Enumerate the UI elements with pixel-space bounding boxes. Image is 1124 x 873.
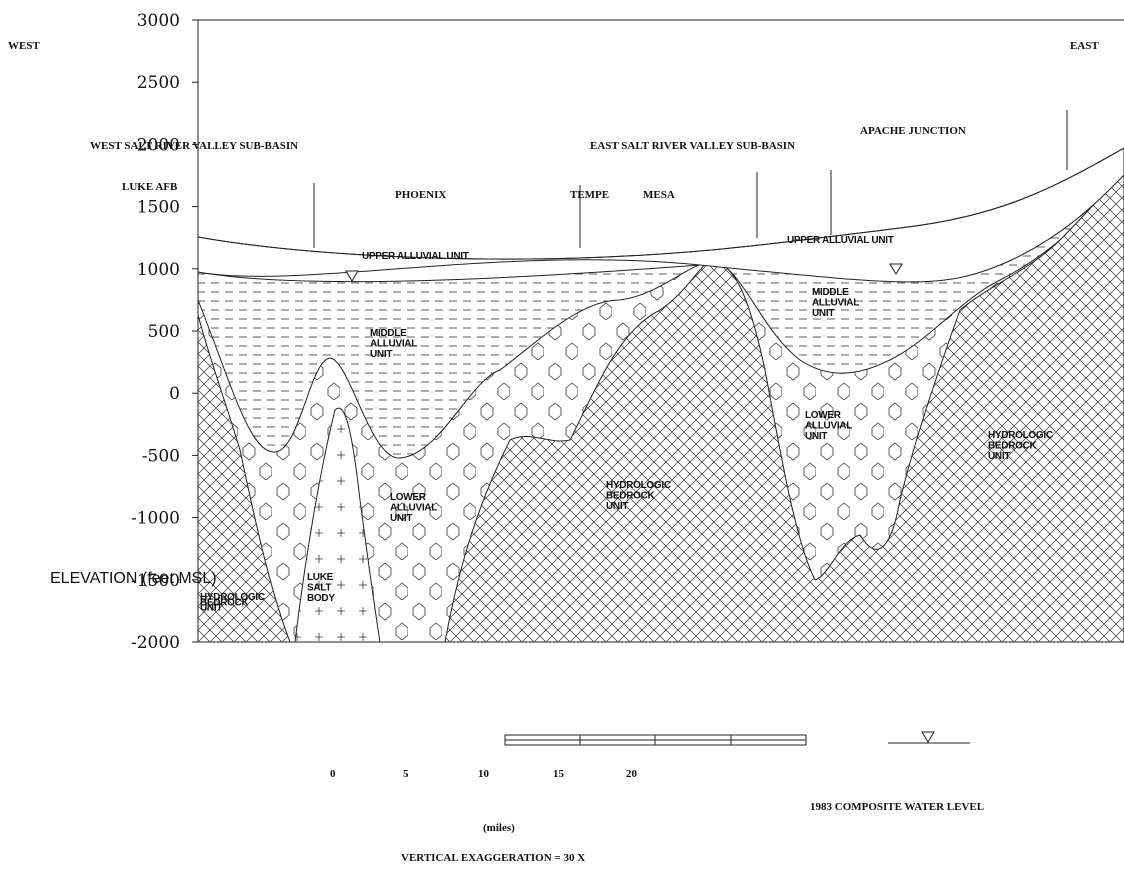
unit-label: LOWER bbox=[805, 410, 842, 421]
cross-section: ELEVATION (feet MSL) WEST EAST (miles) 1… bbox=[0, 0, 1124, 873]
y-tick-label: -2000 bbox=[131, 633, 180, 653]
unit-label: UNIT bbox=[988, 451, 1010, 462]
unit-label: UNIT bbox=[805, 431, 827, 442]
upper-alluvial bbox=[198, 148, 1124, 282]
y-tick-label: 1000 bbox=[137, 260, 180, 280]
scale-tick-label: 15 bbox=[553, 768, 565, 780]
scale-tick-label: 20 bbox=[626, 768, 638, 780]
unit-label: BEDROCK bbox=[606, 491, 656, 502]
unit-label: MIDDLE bbox=[370, 328, 407, 339]
unit-label: SALT bbox=[307, 583, 331, 594]
unit-label: UNIT bbox=[606, 501, 628, 512]
unit-label: UPPER ALLUVIAL UNIT bbox=[362, 251, 469, 262]
place-label: LUKE AFB bbox=[122, 181, 178, 193]
note: VERTICAL EXAGGERATION = 30 X bbox=[401, 852, 585, 864]
scale-tick-label: 5 bbox=[403, 768, 409, 780]
scale-unit: (miles) bbox=[483, 822, 515, 834]
unit-label: LUKE bbox=[307, 572, 334, 583]
east-label: EAST bbox=[1070, 40, 1099, 52]
y-tick-label: 3000 bbox=[137, 11, 180, 31]
place-label: TEMPE bbox=[570, 189, 609, 201]
y-tick-label: 1500 bbox=[137, 198, 180, 218]
y-tick-label: 2500 bbox=[137, 73, 180, 93]
unit-label: UNIT bbox=[200, 603, 222, 614]
unit-label: UNIT bbox=[370, 349, 392, 360]
y-tick-label: -1500 bbox=[131, 571, 180, 591]
place-label: APACHE JUNCTION bbox=[860, 125, 966, 137]
place-label: MESA bbox=[643, 189, 675, 201]
scale-bar bbox=[505, 735, 806, 745]
y-tick-label: 0 bbox=[169, 384, 180, 404]
unit-label: UNIT bbox=[390, 513, 412, 524]
unit-label: ALLUVIAL bbox=[370, 339, 417, 350]
legend-label: 1983 COMPOSITE WATER LEVEL bbox=[810, 801, 984, 813]
unit-label: HYDROLOGIC bbox=[988, 430, 1053, 441]
unit-label: MIDDLE bbox=[812, 287, 849, 298]
scale-tick-label: 0 bbox=[330, 768, 336, 780]
unit-label: HYDROLOGIC bbox=[606, 480, 671, 491]
unit-label: UNIT bbox=[812, 308, 834, 319]
west-label: WEST bbox=[8, 40, 40, 52]
unit-label: ALLUVIAL bbox=[390, 503, 437, 514]
y-tick-label: -500 bbox=[142, 446, 180, 466]
unit-label: LOWER bbox=[390, 492, 427, 503]
place-label: WEST SALT RIVER VALLEY SUB-BASIN bbox=[90, 140, 298, 152]
unit-label: ALLUVIAL bbox=[805, 421, 852, 432]
place-label: PHOENIX bbox=[395, 189, 446, 201]
scale-tick-label: 10 bbox=[478, 768, 490, 780]
unit-label: BODY bbox=[307, 593, 335, 604]
y-tick-label: 500 bbox=[148, 322, 180, 342]
y-tick-label: -1000 bbox=[131, 509, 180, 529]
place-label: EAST SALT RIVER VALLEY SUB-BASIN bbox=[590, 140, 795, 152]
unit-label: UPPER ALLUVIAL UNIT bbox=[787, 235, 894, 246]
unit-label: BEDROCK bbox=[988, 441, 1038, 452]
unit-label: ALLUVIAL bbox=[812, 298, 859, 309]
water-level-legend bbox=[888, 732, 970, 743]
